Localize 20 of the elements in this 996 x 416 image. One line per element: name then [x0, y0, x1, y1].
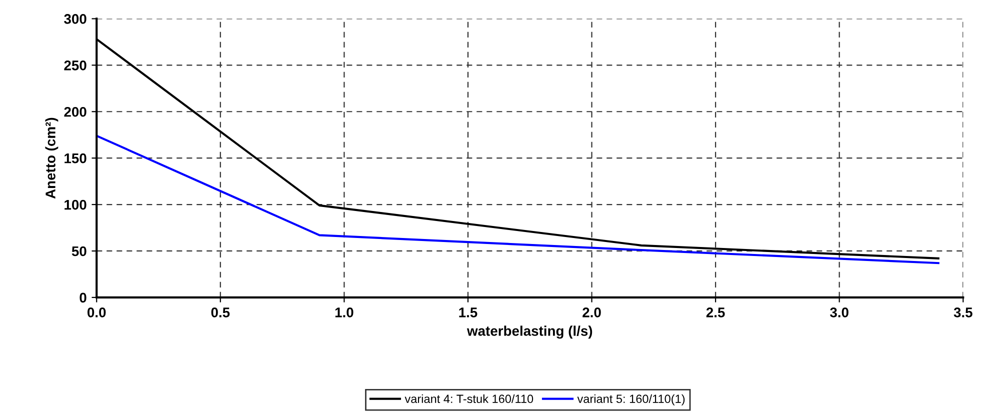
x-tick-label: 2.0 — [582, 308, 601, 318]
y-tick-label: 150 — [64, 153, 86, 164]
x-axis-title: waterbelasting (l/s) — [466, 326, 592, 339]
x-tick-label: 3.0 — [830, 308, 848, 318]
y-axis-title: Anetto (cm²) — [45, 118, 58, 199]
legend-label: variant 4: T-stuk 160/110 — [404, 394, 534, 404]
x-tick-label: 1.0 — [335, 308, 354, 318]
y-tick-label: 50 — [72, 246, 86, 256]
y-tick-label: 0 — [80, 292, 86, 303]
legend-label: variant 5: 160/110(1) — [577, 394, 685, 406]
x-tick-label: 2.5 — [706, 308, 725, 318]
line-series — [96, 134, 940, 264]
y-tick-label: 250 — [64, 60, 86, 70]
x-tick-label: 3.5 — [954, 308, 972, 318]
x-tick-label: 0.0 — [88, 308, 106, 318]
x-tick-label: 1.5 — [459, 308, 478, 318]
y-tick-label: 100 — [64, 200, 86, 210]
x-tick-label: 0.5 — [211, 308, 230, 318]
y-tick-label: 200 — [64, 106, 86, 117]
y-tick-label: 300 — [64, 14, 86, 24]
